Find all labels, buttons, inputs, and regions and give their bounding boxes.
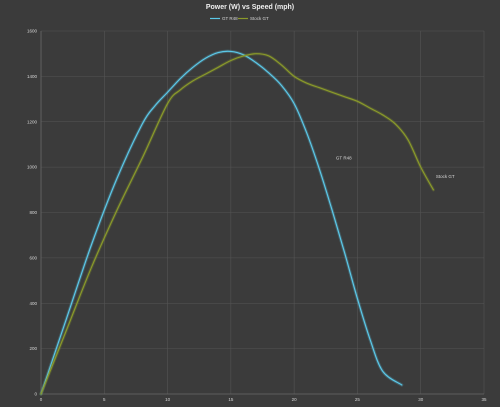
x-tick-label: 15 <box>228 397 234 402</box>
series-line-gt-r48 <box>40 50 403 395</box>
x-tick-label: 20 <box>292 397 298 402</box>
x-tick-label: 0 <box>40 397 43 402</box>
x-tick-label: 30 <box>418 397 424 402</box>
x-tick-label: 10 <box>165 397 171 402</box>
gridlines <box>41 30 485 394</box>
chart-title: Power (W) vs Speed (mph) <box>206 4 294 11</box>
x-tick-label: 5 <box>103 397 106 402</box>
y-tick-label: 800 <box>29 210 37 215</box>
x-tick-label: 25 <box>355 397 361 402</box>
legend: GT R48 Stock GT <box>210 16 269 21</box>
legend-label: GT R48 <box>222 16 238 21</box>
y-tick-label: 400 <box>29 301 37 306</box>
series-lines <box>39 49 435 396</box>
series-annotation: GT R48 <box>336 156 352 161</box>
y-tick-label: 600 <box>29 255 37 260</box>
y-tick-label: 1600 <box>27 29 38 34</box>
series-annotation: Stock GT <box>436 174 455 179</box>
series-line-stock-gt <box>40 53 434 395</box>
y-tick-label: 1400 <box>27 74 38 79</box>
annotations: GT R48 Stock GT <box>336 156 455 179</box>
series-line-glow-gt-r48 <box>39 49 404 396</box>
legend-label: Stock GT <box>250 16 269 21</box>
y-tick-label: 200 <box>29 346 37 351</box>
axes <box>40 31 484 395</box>
x-tick-label: 35 <box>481 397 487 402</box>
y-tick-label: 0 <box>34 392 37 397</box>
tick-labels: 0 200 400 600 800 1000 1200 1400 1600 0 5 10 15 20 25 3… <box>27 29 487 402</box>
y-tick-label: 1000 <box>27 165 38 170</box>
y-tick-label: 1200 <box>27 119 38 124</box>
